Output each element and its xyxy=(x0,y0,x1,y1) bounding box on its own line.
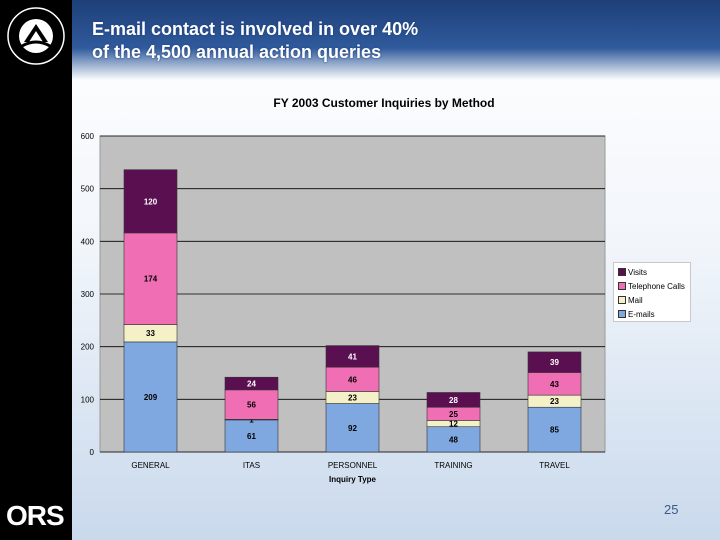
data-label: 28 xyxy=(449,396,458,405)
header-band xyxy=(72,0,720,80)
bar-segment xyxy=(325,345,380,368)
bar-segment xyxy=(426,426,481,453)
ors-logo: ORS xyxy=(6,500,65,531)
legend-swatch xyxy=(618,268,626,276)
bar-segment xyxy=(123,232,178,325)
legend-swatch xyxy=(618,282,626,290)
page-number: 25 xyxy=(664,502,679,517)
bar-segment xyxy=(224,376,279,391)
data-label: 39 xyxy=(550,358,559,367)
chart-legend: Visits Telephone Calls Mail E-mails xyxy=(613,262,691,322)
data-label: 85 xyxy=(550,426,559,435)
bar-segment xyxy=(224,389,279,420)
bar-segment xyxy=(527,351,582,373)
x-tick-label: TRAINING xyxy=(434,461,472,470)
bar-segment xyxy=(325,403,380,453)
data-label: 1 xyxy=(249,416,254,425)
legend-label: Mail xyxy=(628,295,643,305)
x-tick-label: ITAS xyxy=(243,461,260,470)
x-tick-label: PERSONNEL xyxy=(328,461,378,470)
y-tick-label: 600 xyxy=(81,132,95,141)
stacked-bar-chart: FY 2003 Customer Inquiries by Method 0 100… xyxy=(81,96,606,484)
sidebar: ORS xyxy=(0,0,72,540)
data-label: 43 xyxy=(550,380,559,389)
data-label: 33 xyxy=(146,329,155,338)
legend-swatch xyxy=(618,296,626,304)
x-tick-label: TRAVEL xyxy=(539,461,570,470)
data-label: 48 xyxy=(449,435,458,444)
bar-segment xyxy=(325,366,380,392)
x-axis-label: Inquiry Type xyxy=(329,475,377,484)
data-label: 25 xyxy=(449,410,458,419)
legend-item: Mail xyxy=(618,294,643,306)
chart-title: FY 2003 Customer Inquiries by Method xyxy=(273,96,494,110)
slide-title: E-mail contact is involved in over 40% o… xyxy=(92,18,512,64)
bar-segment xyxy=(426,392,481,408)
data-label: 24 xyxy=(247,380,256,389)
data-label: 23 xyxy=(550,397,559,406)
legend-item: E-mails xyxy=(618,308,655,320)
nih-seal-logo xyxy=(7,7,65,65)
bar-segment xyxy=(224,419,279,453)
data-label: 46 xyxy=(348,375,357,384)
data-label: 209 xyxy=(144,393,158,402)
x-tick-label: GENERAL xyxy=(131,461,170,470)
slide-title-line-1: E-mail contact is involved in over 40% xyxy=(92,19,419,39)
data-label: 61 xyxy=(247,432,256,441)
y-tick-label: 400 xyxy=(81,237,95,246)
legend-item: Visits xyxy=(618,266,647,278)
data-label: 41 xyxy=(348,352,357,361)
legend-swatch xyxy=(618,310,626,318)
data-label: 120 xyxy=(144,197,158,206)
y-tick-label: 100 xyxy=(81,395,95,404)
data-label: 12 xyxy=(449,420,458,429)
y-tick-label: 500 xyxy=(81,185,95,194)
legend-item: Telephone Calls xyxy=(618,280,685,292)
data-label: 56 xyxy=(247,401,256,410)
bar-segment xyxy=(123,169,178,234)
slide-title-line-2: of the 4,500 annual action queries xyxy=(92,42,382,62)
data-label: 23 xyxy=(348,393,357,402)
bar-segment xyxy=(527,406,582,453)
bar-segment xyxy=(123,341,178,453)
y-tick-label: 0 xyxy=(90,448,95,457)
y-tick-label: 300 xyxy=(81,290,95,299)
data-label: 174 xyxy=(144,275,158,284)
legend-label: Visits xyxy=(628,267,647,277)
y-tick-label: 200 xyxy=(81,343,95,352)
legend-label: Telephone Calls xyxy=(628,281,685,291)
data-label: 92 xyxy=(348,424,357,433)
legend-label: E-mails xyxy=(628,309,655,319)
